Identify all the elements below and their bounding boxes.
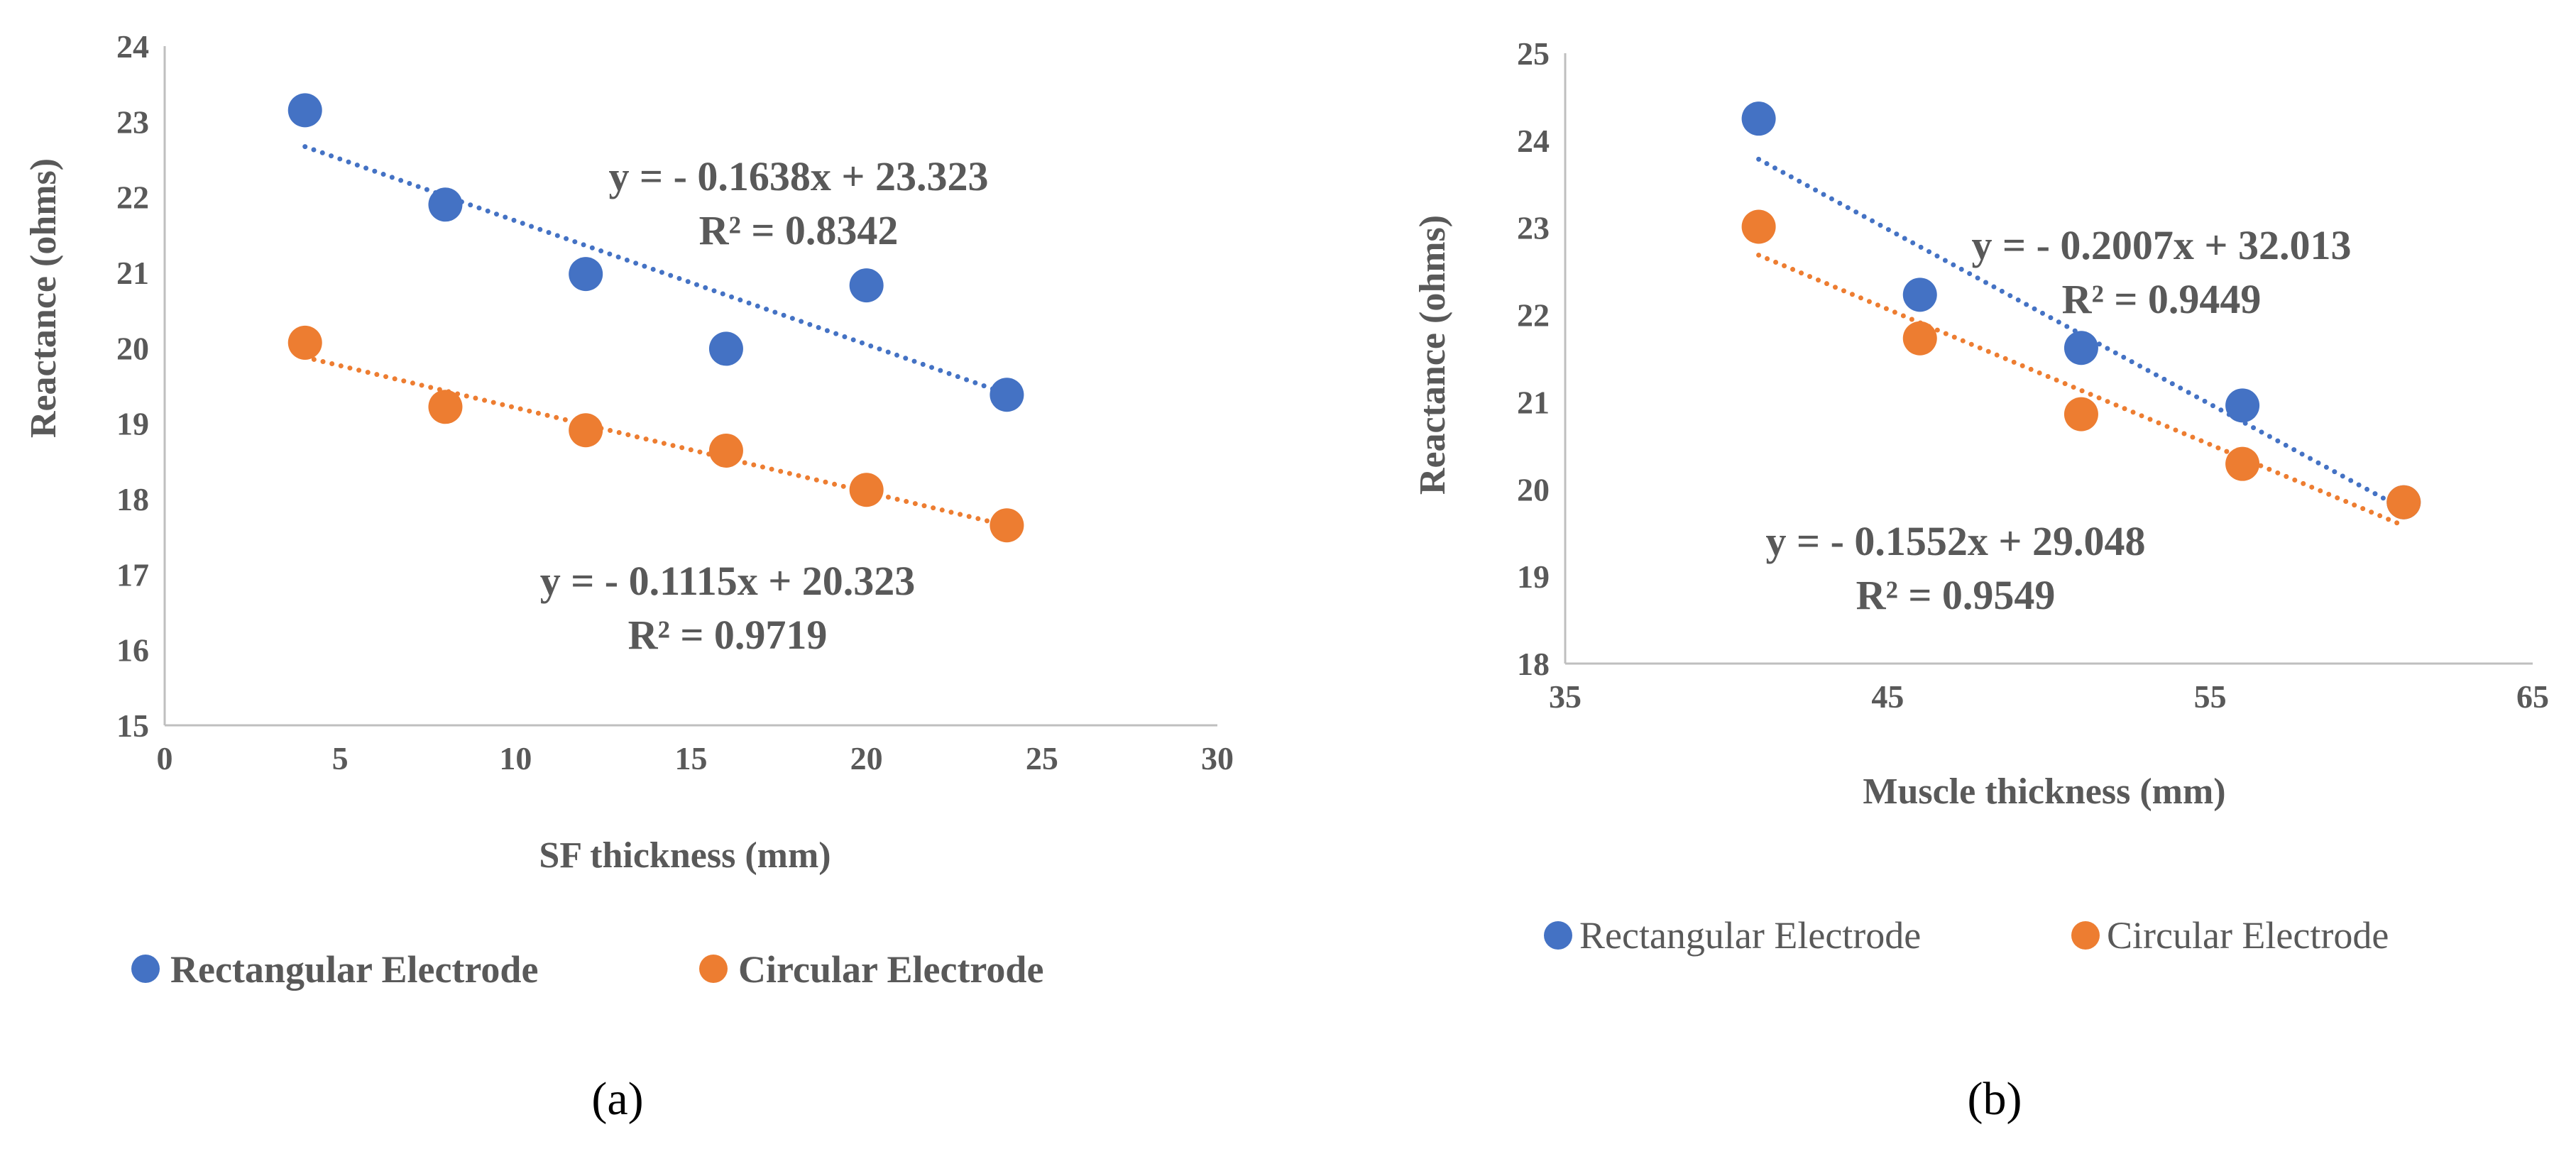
trendline-equation-circular: y = - 0.1552x + 29.048 [1766,518,2146,564]
y-tick-label: 22 [116,180,149,216]
chart-panel-a: 15 16 17 18 19 20 21 22 23 24 0 5 10 15 20 25 30 SF thic… [23,28,1234,1125]
data-point-circular [849,473,884,507]
y-tick-label: 17 [116,556,149,593]
x-tick-label: 0 [157,740,173,776]
y-axis-title: Reactance (ohms) [23,158,64,438]
x-tick-label: 35 [1549,678,1582,715]
x-tick-label: 45 [1871,678,1904,715]
legend-marker-rectangular [1544,921,1572,950]
legend-label-circular: Circular Electrode [2107,914,2389,957]
legend-label-rectangular: Rectangular Electrode [1579,914,1921,957]
y-axis-title: Reactance (ohms) [1413,215,1453,495]
data-point-circular [1902,321,1937,356]
y-tick-label: 15 [116,708,149,744]
trendline-equation-rectangular: y = - 0.2007x + 32.013 [1972,222,2352,268]
legend-marker-circular [699,955,728,983]
trendline-equation-circular: y = - 0.1115x + 20.323 [540,558,916,604]
data-point-circular [2386,485,2421,519]
data-point-circular [1741,209,1776,244]
trendline-circular [302,354,1009,529]
x-tick-label: 65 [2516,678,2549,715]
y-tick-label: 16 [116,632,149,669]
data-point-circular [428,390,463,424]
x-tick-label: 5 [332,740,349,776]
y-tick-label: 19 [1517,559,1550,595]
y-tick-label: 19 [116,406,149,442]
trendline-equation-rectangular: y = - 0.1638x + 23.323 [609,153,989,199]
y-tick-label: 24 [116,28,149,65]
data-point-circular [2225,446,2260,481]
data-point-rectangular [1902,277,1937,312]
x-tick-label: 15 [675,740,708,776]
x-tick-label: 30 [1201,740,1234,776]
trendline-r2-rectangular: R² = 0.9449 [2062,276,2262,322]
x-tick-label: 25 [1026,740,1058,776]
data-point-circular [287,325,322,360]
trendline-rectangular [302,144,1009,397]
y-tick-label: 23 [116,104,149,140]
y-tick-label: 23 [1517,210,1550,246]
y-tick-label: 18 [1517,646,1550,682]
legend-marker-circular [2071,921,2100,950]
data-point-circular [708,433,743,468]
x-tick-label: 55 [2194,678,2227,715]
data-point-rectangular [2225,388,2260,423]
y-tick-label: 22 [1517,297,1550,334]
trendline-circular [1756,252,2406,529]
y-tick-label: 20 [1517,471,1550,507]
legend: Rectangular Electrode Circular Electrode [1544,914,2389,957]
y-tick-label: 20 [116,330,149,366]
data-point-rectangular [569,257,603,292]
y-tick-label: 18 [116,481,149,517]
trendline-r2-rectangular: R² = 0.8342 [699,207,899,253]
y-tick-label: 24 [1517,123,1550,159]
y-tick-label: 21 [116,255,149,291]
data-point-circular [569,413,603,448]
data-point-circular [990,508,1024,543]
data-point-rectangular [1741,101,1776,136]
x-axis-title: Muscle thickness (mm) [1863,771,2225,812]
trendline-r2-circular: R² = 0.9719 [628,612,828,658]
data-point-rectangular [2063,331,2098,365]
x-tick-label: 20 [850,740,883,776]
data-point-rectangular [990,378,1024,412]
x-axis-title: SF thickness (mm) [539,835,831,876]
panel-label: (b) [1968,1073,2022,1125]
trendline-r2-circular: R² = 0.9549 [1856,572,2056,618]
legend-marker-rectangular [131,955,160,983]
y-tick-label: 21 [1517,384,1550,420]
legend-label-circular: Circular Electrode [738,948,1043,991]
chart-panel-b: 18 19 20 21 22 23 24 25 35 45 55 65 Muscle thicknes… [1413,35,2549,1125]
legend: Rectangular Electrode Circular Electrode [131,948,1043,991]
data-point-rectangular [849,268,884,303]
legend-label-rectangular: Rectangular Electrode [170,948,538,991]
x-tick-label: 10 [499,740,532,776]
data-point-rectangular [428,187,463,222]
data-point-rectangular [708,331,743,366]
data-point-circular [2063,397,2098,431]
panel-label: (a) [591,1073,643,1125]
y-tick-label: 25 [1517,35,1550,72]
data-point-rectangular [287,93,322,128]
